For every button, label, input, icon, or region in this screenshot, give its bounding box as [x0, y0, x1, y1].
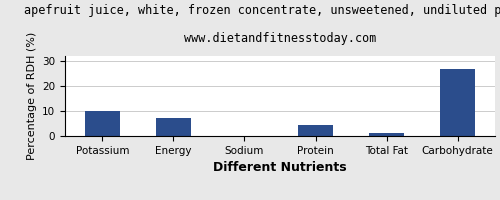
Bar — [369, 133, 404, 136]
X-axis label: Different Nutrients: Different Nutrients — [213, 161, 347, 174]
Text: www.dietandfitnesstoday.com: www.dietandfitnesstoday.com — [184, 32, 376, 45]
Bar — [84, 110, 120, 136]
Bar — [298, 125, 334, 136]
Text: apefruit juice, white, frozen concentrate, unsweetened, undiluted per 10: apefruit juice, white, frozen concentrat… — [24, 4, 500, 17]
Bar — [440, 68, 476, 136]
Y-axis label: Percentage of RDH (%): Percentage of RDH (%) — [26, 32, 36, 160]
Bar — [156, 118, 191, 136]
